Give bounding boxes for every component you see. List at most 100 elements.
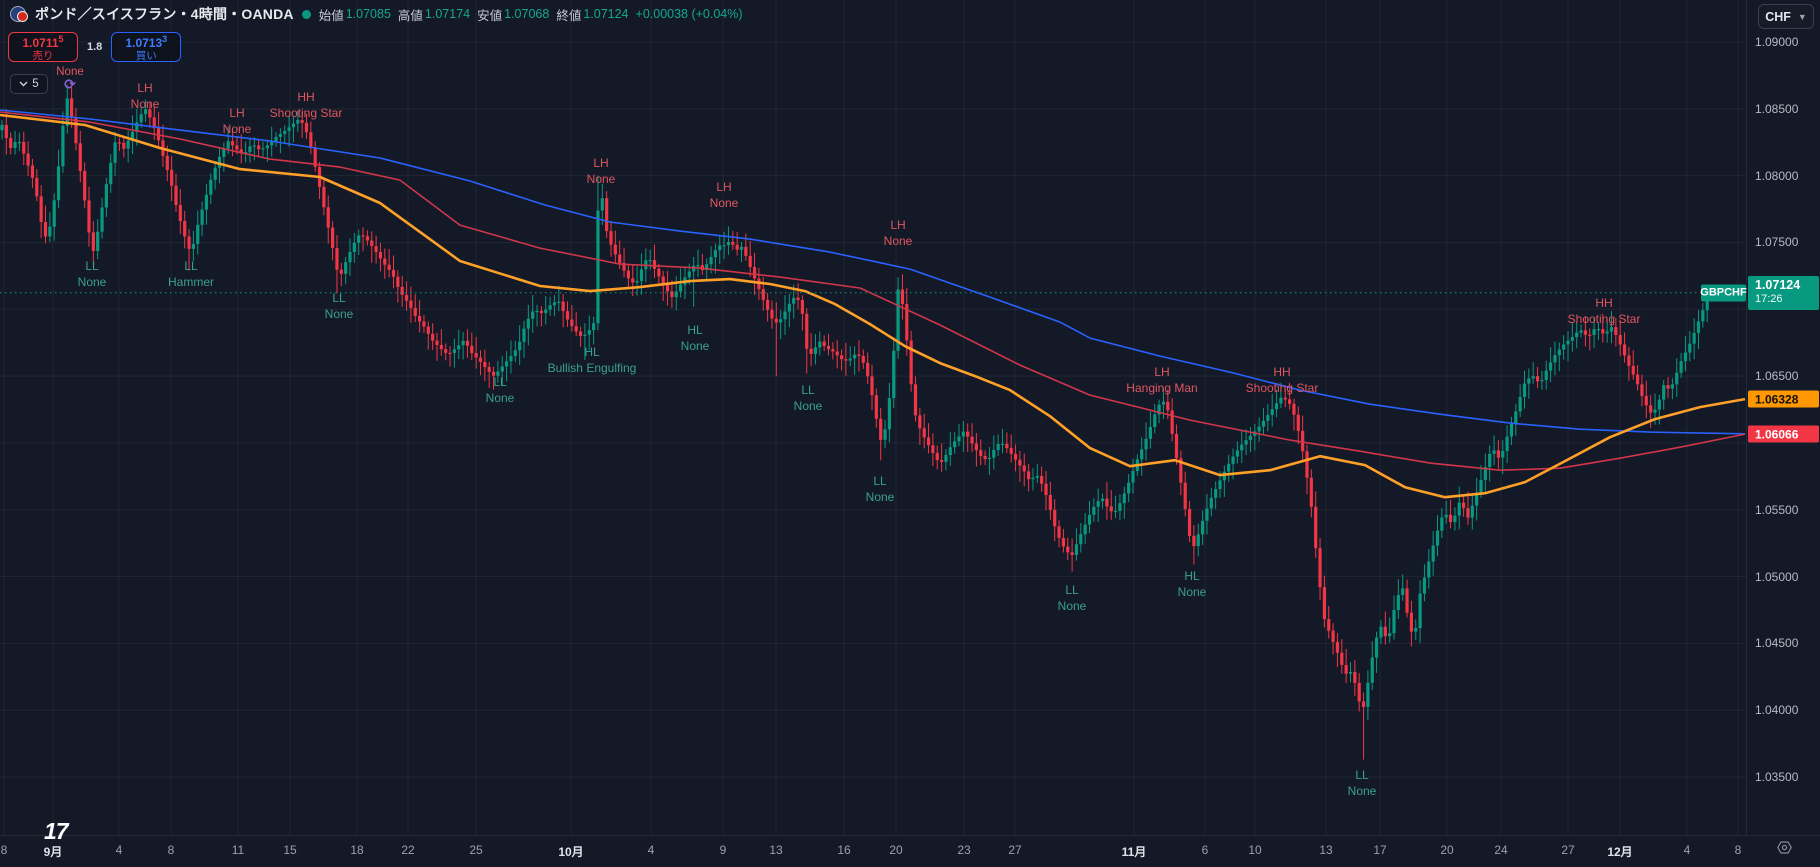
- candle-body: [252, 145, 256, 147]
- candle-body: [470, 345, 474, 354]
- candle-body: [1092, 506, 1096, 515]
- candle-body: [313, 147, 317, 167]
- high-label: 高値: [397, 8, 423, 23]
- candle-body: [1535, 376, 1540, 382]
- candle-body: [722, 245, 726, 247]
- candle-body: [870, 376, 874, 396]
- candle-body: [135, 122, 139, 132]
- currency-selector-button[interactable]: CHF ▼: [1758, 4, 1814, 29]
- candle-body: [244, 152, 248, 154]
- candle-body: [570, 319, 574, 327]
- time-axis-label: 23: [957, 843, 971, 857]
- candle-body: [918, 415, 922, 429]
- candle-body: [1270, 409, 1274, 416]
- candle-body: [735, 244, 739, 250]
- candle-body: [705, 264, 709, 271]
- candle-body: [892, 350, 896, 399]
- price-axis-label: 1.03500: [1755, 770, 1799, 785]
- candle-body: [261, 148, 265, 150]
- candle-body: [444, 349, 448, 353]
- candle-body: [1114, 510, 1118, 513]
- candle-body: [148, 109, 152, 118]
- candle-body: [531, 311, 535, 319]
- candle-body: [339, 269, 343, 274]
- candle-body: [1622, 344, 1627, 356]
- indicator-count-toggle[interactable]: 5: [10, 74, 48, 94]
- price-axis[interactable]: 1.09000 1.08500 1.08000 1.07500 1.06500 1.055…: [1746, 0, 1820, 835]
- candle-body: [1192, 535, 1196, 547]
- symbol-title[interactable]: ポンド／スイスフラン・4時間・OANDA: [35, 6, 294, 22]
- time-axis-label: 18: [350, 843, 364, 857]
- candle-body: [983, 455, 987, 460]
- red-ma-price-tag: 1.06066: [1748, 425, 1819, 443]
- candle-body: [418, 315, 422, 322]
- candle-body: [1327, 619, 1331, 631]
- candle-body: [726, 241, 731, 246]
- candle-body: [766, 299, 770, 310]
- candle-body: [1214, 489, 1218, 498]
- candle-body: [1614, 327, 1618, 336]
- candle-body: [1605, 331, 1609, 334]
- time-axis-label: 15: [283, 843, 297, 857]
- candle-body: [213, 167, 217, 180]
- time-axis[interactable]: 8 9月 4 8 11 15 18 22 25 10月 4 9 13 16 20 23 27 11月 6 10 13 17…: [0, 835, 1820, 867]
- low-label: 安値: [477, 8, 503, 23]
- buy-button[interactable]: 1.07133 買い: [111, 32, 182, 62]
- candle-body: [61, 125, 65, 167]
- close-label: 終値: [556, 8, 582, 23]
- candle-body: [1218, 480, 1222, 490]
- time-axis-label: 24: [1494, 843, 1508, 857]
- candle-body: [1340, 652, 1344, 665]
- pattern-annotation: LL None: [1057, 583, 1087, 613]
- candle-body: [709, 257, 713, 265]
- candle-body: [953, 441, 957, 448]
- price-axis-label: 1.07500: [1755, 235, 1799, 250]
- candle-body: [866, 362, 870, 377]
- candle-body: [1644, 396, 1648, 406]
- candle-body: [1435, 530, 1440, 546]
- pattern-annotation: LL None: [485, 375, 515, 405]
- axis-settings-icon[interactable]: [1776, 839, 1793, 861]
- refresh-icon[interactable]: ⟳: [64, 76, 76, 92]
- candle-body: [748, 255, 752, 268]
- candle-body: [687, 271, 691, 278]
- candle-body: [396, 276, 400, 287]
- candle-body: [622, 262, 626, 271]
- candle-body: [439, 345, 443, 350]
- pattern-annotation: LL None: [324, 291, 354, 321]
- candle-body: [1283, 397, 1287, 400]
- candle-body: [1540, 379, 1544, 382]
- candle-body: [905, 304, 909, 341]
- sell-button[interactable]: 1.07115 売り: [8, 32, 78, 62]
- candle-body: [805, 313, 809, 349]
- candle-body: [583, 334, 587, 336]
- time-axis-label: 22: [401, 843, 415, 857]
- candle-body: [1205, 508, 1209, 521]
- candle-body: [518, 341, 522, 351]
- candle-body: [1414, 628, 1418, 632]
- time-axis-label: 9: [719, 843, 727, 857]
- candle-body: [1183, 482, 1187, 509]
- candle-body: [1701, 310, 1705, 322]
- candle-body: [130, 131, 135, 141]
- candle-body: [422, 321, 426, 327]
- candle-body: [287, 127, 291, 131]
- candle-body: [483, 361, 487, 368]
- detector-status-label: None: [56, 66, 84, 78]
- candle-body: [1070, 552, 1074, 555]
- candle-body: [178, 205, 182, 222]
- candle-body: [1079, 534, 1083, 545]
- candle-body: [809, 348, 813, 354]
- candle-body: [1196, 534, 1200, 547]
- candle-body: [1444, 514, 1448, 518]
- candle-body: [174, 185, 178, 206]
- candle-body: [1122, 493, 1126, 504]
- candle-body: [1392, 609, 1396, 634]
- candle-body: [1483, 466, 1487, 481]
- candle-body: [1174, 433, 1179, 459]
- candle-body: [239, 149, 243, 153]
- tradingview-logo[interactable]: 17: [44, 818, 69, 844]
- candle-body: [1527, 378, 1531, 384]
- candle-body: [1379, 626, 1383, 638]
